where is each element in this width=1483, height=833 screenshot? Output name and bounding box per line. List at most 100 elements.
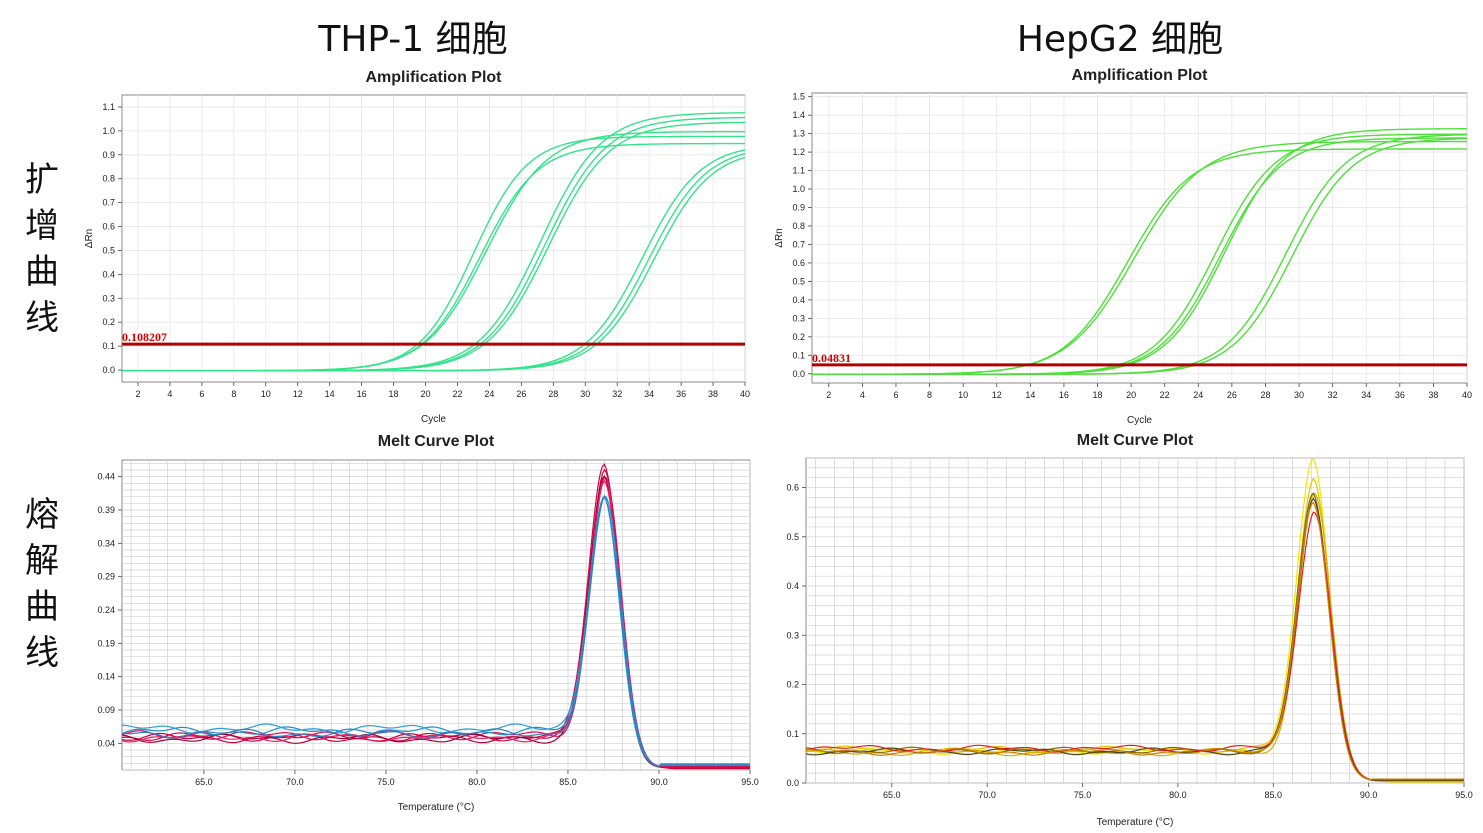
x-tick-label: 85.0 [1265,790,1283,800]
row-label-char: 线 [25,633,59,673]
x-tick-label: 4 [167,389,172,399]
x-tick-label: 40 [1462,390,1472,400]
x-tick-label: 14 [325,389,335,399]
row-label-amplification: 扩 增 曲 线 [22,157,62,341]
column-title-hepg2: HepG2 细胞 [1016,19,1224,60]
y-tick-label: 0.3 [792,313,805,323]
x-tick-label: 34 [644,389,654,399]
data-series-group [122,112,745,372]
x-tick-label: 75.0 [377,777,395,787]
x-tick-label: 28 [548,389,558,399]
x-tick-label: 24 [484,389,494,399]
x-axis-label: Cycle [1127,415,1152,426]
data-series-group [122,463,750,770]
grid [812,93,1468,383]
threshold-label: 0.108207 [122,330,167,344]
row-label-char: 线 [25,298,59,338]
x-tick-label: 10 [261,389,271,399]
y-tick-label: 0.44 [97,472,115,482]
y-tick-label: 0.39 [97,505,115,515]
x-axis-label: Temperature (°C) [1097,817,1174,828]
row-label-char: 熔 [25,495,59,535]
x-tick-label: 6 [893,390,898,400]
x-tick-label: 90.0 [1360,790,1378,800]
melt-curve [806,511,1464,781]
y-tick-label: 0.6 [786,483,799,493]
x-axis-label: Temperature (°C) [398,802,475,813]
threshold-label: 0.04831 [812,351,851,365]
x-tick-label: 65.0 [883,790,901,800]
x-tick-label: 20 [421,389,431,399]
x-tick-label: 8 [231,389,236,399]
y-tick-label: 1.0 [792,184,805,194]
y-tick-label: 0.6 [792,258,805,268]
row-label-char: 曲 [25,587,59,627]
x-tick-label: 2 [135,389,140,399]
x-tick-label: 95.0 [741,777,759,787]
y-tick-label: 0.8 [792,221,805,231]
y-tick-label: 0.4 [792,295,805,305]
amplification-curve [812,137,1467,376]
row-label-melt: 熔 解 曲 线 [22,492,62,676]
row-label-char: 扩 [25,160,59,200]
x-tick-label: 70.0 [286,777,304,787]
x-tick-label: 32 [1328,390,1338,400]
x-tick-label: 16 [357,389,367,399]
y-tick-label: 0.14 [97,672,115,682]
amplification-curve [122,156,745,372]
y-tick-label: 0.7 [792,239,805,249]
y-tick-label: 0.3 [102,293,115,303]
y-tick-label: 1.4 [792,110,805,120]
row-label-char: 曲 [25,252,59,292]
x-tick-label: 80.0 [1169,790,1187,800]
y-tick-label: 0.2 [792,332,805,342]
y-tick-label: 0.34 [97,538,115,548]
y-tick-label: 0.6 [102,222,115,232]
x-tick-label: 75.0 [1074,790,1092,800]
x-tick-label: 30 [1294,390,1304,400]
x-tick-label: 22 [452,389,462,399]
x-tick-label: 34 [1361,390,1371,400]
x-tick-label: 18 [389,389,399,399]
x-tick-label: 30 [580,389,590,399]
grid [806,457,1465,784]
y-tick-label: 0.0 [786,778,799,788]
column-title-thp1: THP-1 细胞 [318,19,508,60]
x-tick-label: 8 [927,390,932,400]
y-tick-label: 1.0 [102,126,115,136]
x-tick-label: 80.0 [468,777,486,787]
x-tick-label: 14 [1025,390,1035,400]
y-tick-label: 0.7 [102,198,115,208]
y-tick-label: 0.3 [786,630,799,640]
chart-title: Amplification Plot [1072,67,1209,84]
y-tick-label: 0.04 [97,738,115,748]
y-tick-label: 0.1 [792,350,805,360]
x-tick-label: 36 [1395,390,1405,400]
y-tick-label: 0.29 [97,572,115,582]
x-tick-label: 95.0 [1455,790,1473,800]
y-tick-label: 0.4 [786,581,799,591]
y-tick-label: 0.9 [792,203,805,213]
x-axis-label: Cycle [421,414,446,425]
melt-curve [806,501,1464,781]
x-tick-label: 70.0 [978,790,996,800]
data-series-group [806,457,1464,783]
y-tick-label: 1.5 [792,92,805,102]
y-axis-label: ΔRn [84,229,95,248]
row-label-char: 增 [25,206,59,246]
x-tick-label: 24 [1193,390,1203,400]
thp1-melt-curve-plot: Melt Curve Plot 65.0 70.0 75.0 80.0 85.0 90.0 9… [97,433,759,813]
x-tick-label: 32 [612,389,622,399]
x-tick-label: 12 [992,390,1002,400]
y-tick-label: 0.1 [786,729,799,739]
y-tick-label: 1.3 [792,129,805,139]
x-tick-label: 65.0 [195,777,213,787]
y-tick-label: 0.1 [102,341,115,351]
plot-area [805,457,1465,784]
y-tick-label: 0.5 [786,532,799,542]
x-tick-label: 36 [676,389,686,399]
melt-curve [122,475,750,768]
x-tick-label: 20 [1126,390,1136,400]
data-series-group [812,128,1467,376]
plot-area [811,92,1468,384]
